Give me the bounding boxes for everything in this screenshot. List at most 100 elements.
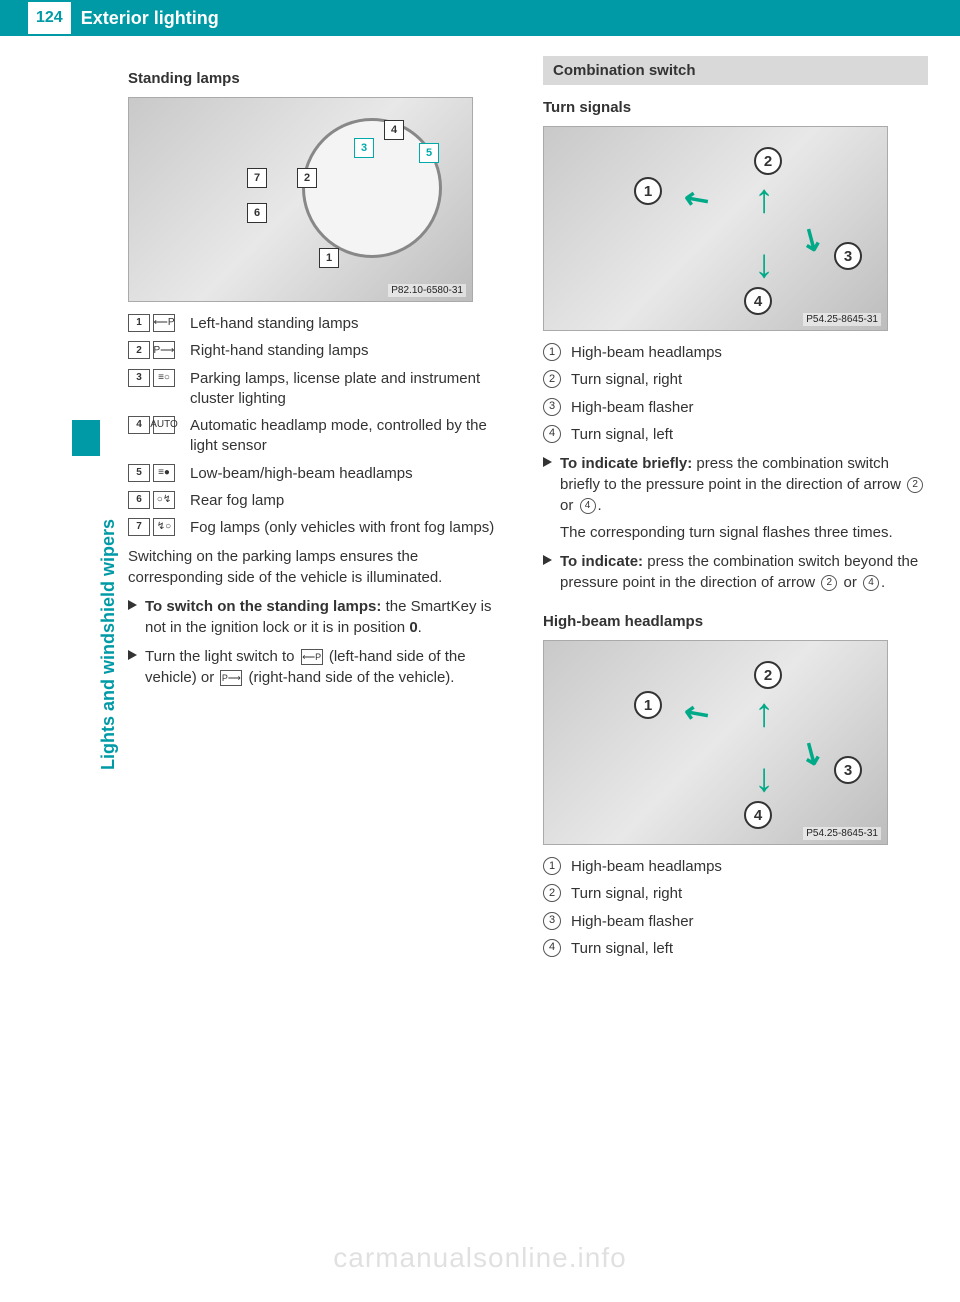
legend-text: Turn signal, left — [571, 425, 928, 445]
num-box: 2 — [128, 341, 150, 359]
legend-row: 1High-beam headlamps — [543, 343, 928, 363]
circle-num: 3 — [543, 398, 561, 416]
right-column: Combination switch Turn signals 1 2 3 4 … — [543, 56, 928, 966]
callout-1: 1 — [319, 248, 339, 268]
circle-num: 4 — [543, 939, 561, 957]
circle-num: 4 — [543, 425, 561, 443]
legend-text: Low-beam/high-beam headlamps — [190, 464, 513, 484]
legend-text: Fog lamps (only vehicles with front fog … — [190, 518, 513, 538]
callout-3: 3 — [834, 756, 862, 784]
bold: To indicate: — [560, 553, 643, 570]
sym-box: P⟶ — [153, 341, 175, 359]
triangle-icon — [543, 555, 552, 565]
legend-row: 7↯○ Fog lamps (only vehicles with front f… — [128, 518, 513, 538]
legend-row: 1⟵PLeft-hand standing lamps — [128, 314, 513, 334]
t: . — [418, 619, 422, 636]
bullet-text: To switch on the standing lamps: the Sma… — [145, 596, 513, 638]
callout-1: 1 — [634, 691, 662, 719]
triangle-icon — [543, 457, 552, 467]
callout-4: 4 — [744, 801, 772, 829]
legend-row: 3≡○Parking lamps, license plate and inst… — [128, 369, 513, 410]
side-label: Lights and windshield wipers — [98, 519, 119, 770]
circle-num: 3 — [543, 912, 561, 930]
arrow-right-icon: ↘ — [792, 218, 831, 261]
page-number: 124 — [28, 2, 71, 34]
arrow-up-icon: ↑ — [754, 177, 774, 222]
circle-num: 2 — [543, 370, 561, 388]
legend-row: 3 High-beam flasher — [543, 398, 928, 418]
legend-row: 2 Turn signal, right — [543, 370, 928, 390]
callout-4: 4 — [384, 120, 404, 140]
callout-2: 2 — [754, 147, 782, 175]
t: . — [598, 497, 602, 514]
legend-text: Left-hand standing lamps — [190, 314, 513, 334]
t: (right-hand side of the vehicle). — [244, 669, 454, 686]
legend-row: 4 Turn signal, left — [543, 425, 928, 445]
bullet-indicate: To indicate: press the combination switc… — [543, 551, 928, 593]
callout-3: 3 — [354, 138, 374, 158]
callout-3: 3 — [834, 242, 862, 270]
callout-2: 2 — [297, 168, 317, 188]
circle-num: 1 — [543, 343, 561, 361]
callout-6: 6 — [247, 203, 267, 223]
triangle-icon — [128, 650, 137, 660]
sym-box: ↯○ — [153, 518, 175, 536]
figure-label: P54.25-8645-31 — [803, 827, 881, 840]
heading-standing-lamps: Standing lamps — [128, 70, 513, 87]
sym-left-p: ⟵P — [301, 649, 323, 665]
t: . — [881, 574, 885, 591]
zero: 0 — [409, 619, 417, 636]
circle-num: 2 — [543, 884, 561, 902]
sym-box: AUTO — [153, 416, 175, 434]
header-title: Exterior lighting — [81, 8, 219, 29]
bullet-switch-on: To switch on the standing lamps: the Sma… — [128, 596, 513, 638]
legend-text: Parking lamps, license plate and instrum… — [190, 369, 513, 410]
legend-text: High-beam flasher — [571, 398, 928, 418]
arrow-down-icon: ↓ — [754, 242, 774, 287]
arrow-up-icon: ↑ — [754, 691, 774, 736]
figure-label: P54.25-8645-31 — [803, 313, 881, 326]
sym-box: ○↯ — [153, 491, 175, 509]
para-parking-lamps: Switching on the parking lamps ensures t… — [128, 546, 513, 588]
num-box: 3 — [128, 369, 150, 387]
bold: To indicate briefly: — [560, 455, 692, 472]
callout-5: 5 — [419, 143, 439, 163]
legend-row: 4AUTOAutomatic headlamp mode, controlled… — [128, 416, 513, 457]
circle-num: 1 — [543, 857, 561, 875]
num-box: 7 — [128, 518, 150, 536]
legend-row: 3 High-beam flasher — [543, 912, 928, 932]
bullet-indicate-briefly: To indicate briefly: press the combinati… — [543, 453, 928, 543]
section-combination-switch: Combination switch — [543, 56, 928, 85]
num-box: 5 — [128, 464, 150, 482]
legend-row: 6○↯ Rear fog lamp — [128, 491, 513, 511]
callout-4: 4 — [744, 287, 772, 315]
legend-right-b: 1High-beam headlamps 2 Turn signal, right 3… — [543, 857, 928, 959]
figure-turn-signals: 1 2 3 4 ↑ ↓ ↖ ↘ P54.25-8645-31 — [543, 126, 888, 331]
t: Turn the light switch to — [145, 648, 299, 665]
legend-text: Turn signal, right — [571, 884, 928, 904]
num-box: 6 — [128, 491, 150, 509]
triangle-icon — [128, 600, 137, 610]
legend-text: High-beam flasher — [571, 912, 928, 932]
content: Standing lamps 1 2 3 4 5 6 7 P82.10-6580… — [128, 56, 928, 966]
callout-1: 1 — [634, 177, 662, 205]
header-bar: 124 Exterior lighting — [0, 0, 960, 36]
left-column: Standing lamps 1 2 3 4 5 6 7 P82.10-6580… — [128, 56, 513, 966]
figure-high-beam: 1 2 3 4 ↑ ↓ ↖ ↘ P54.25-8645-31 — [543, 640, 888, 845]
legend-right-a: 1High-beam headlamps 2 Turn signal, right 3… — [543, 343, 928, 445]
figure-label: P82.10-6580-31 — [388, 284, 466, 297]
circ-4: 4 — [863, 575, 879, 591]
num-box: 4 — [128, 416, 150, 434]
legend-text: Turn signal, right — [571, 370, 928, 390]
legend-text: Rear fog lamp — [190, 491, 513, 511]
legend-row: 2 Turn signal, right — [543, 884, 928, 904]
sym-box: ⟵P — [153, 314, 175, 332]
legend-row: 5≡●Low-beam/high-beam headlamps — [128, 464, 513, 484]
arrow-right-icon: ↘ — [792, 732, 831, 775]
bullet-text: To indicate: press the combination switc… — [560, 551, 928, 593]
arrow-down-icon: ↓ — [754, 756, 774, 801]
t: The corresponding turn signal flashes th… — [560, 522, 928, 543]
legend-left: 1⟵PLeft-hand standing lamps2P⟶Right-hand… — [128, 314, 513, 538]
legend-row: 1High-beam headlamps — [543, 857, 928, 877]
heading-turn-signals: Turn signals — [543, 99, 928, 116]
